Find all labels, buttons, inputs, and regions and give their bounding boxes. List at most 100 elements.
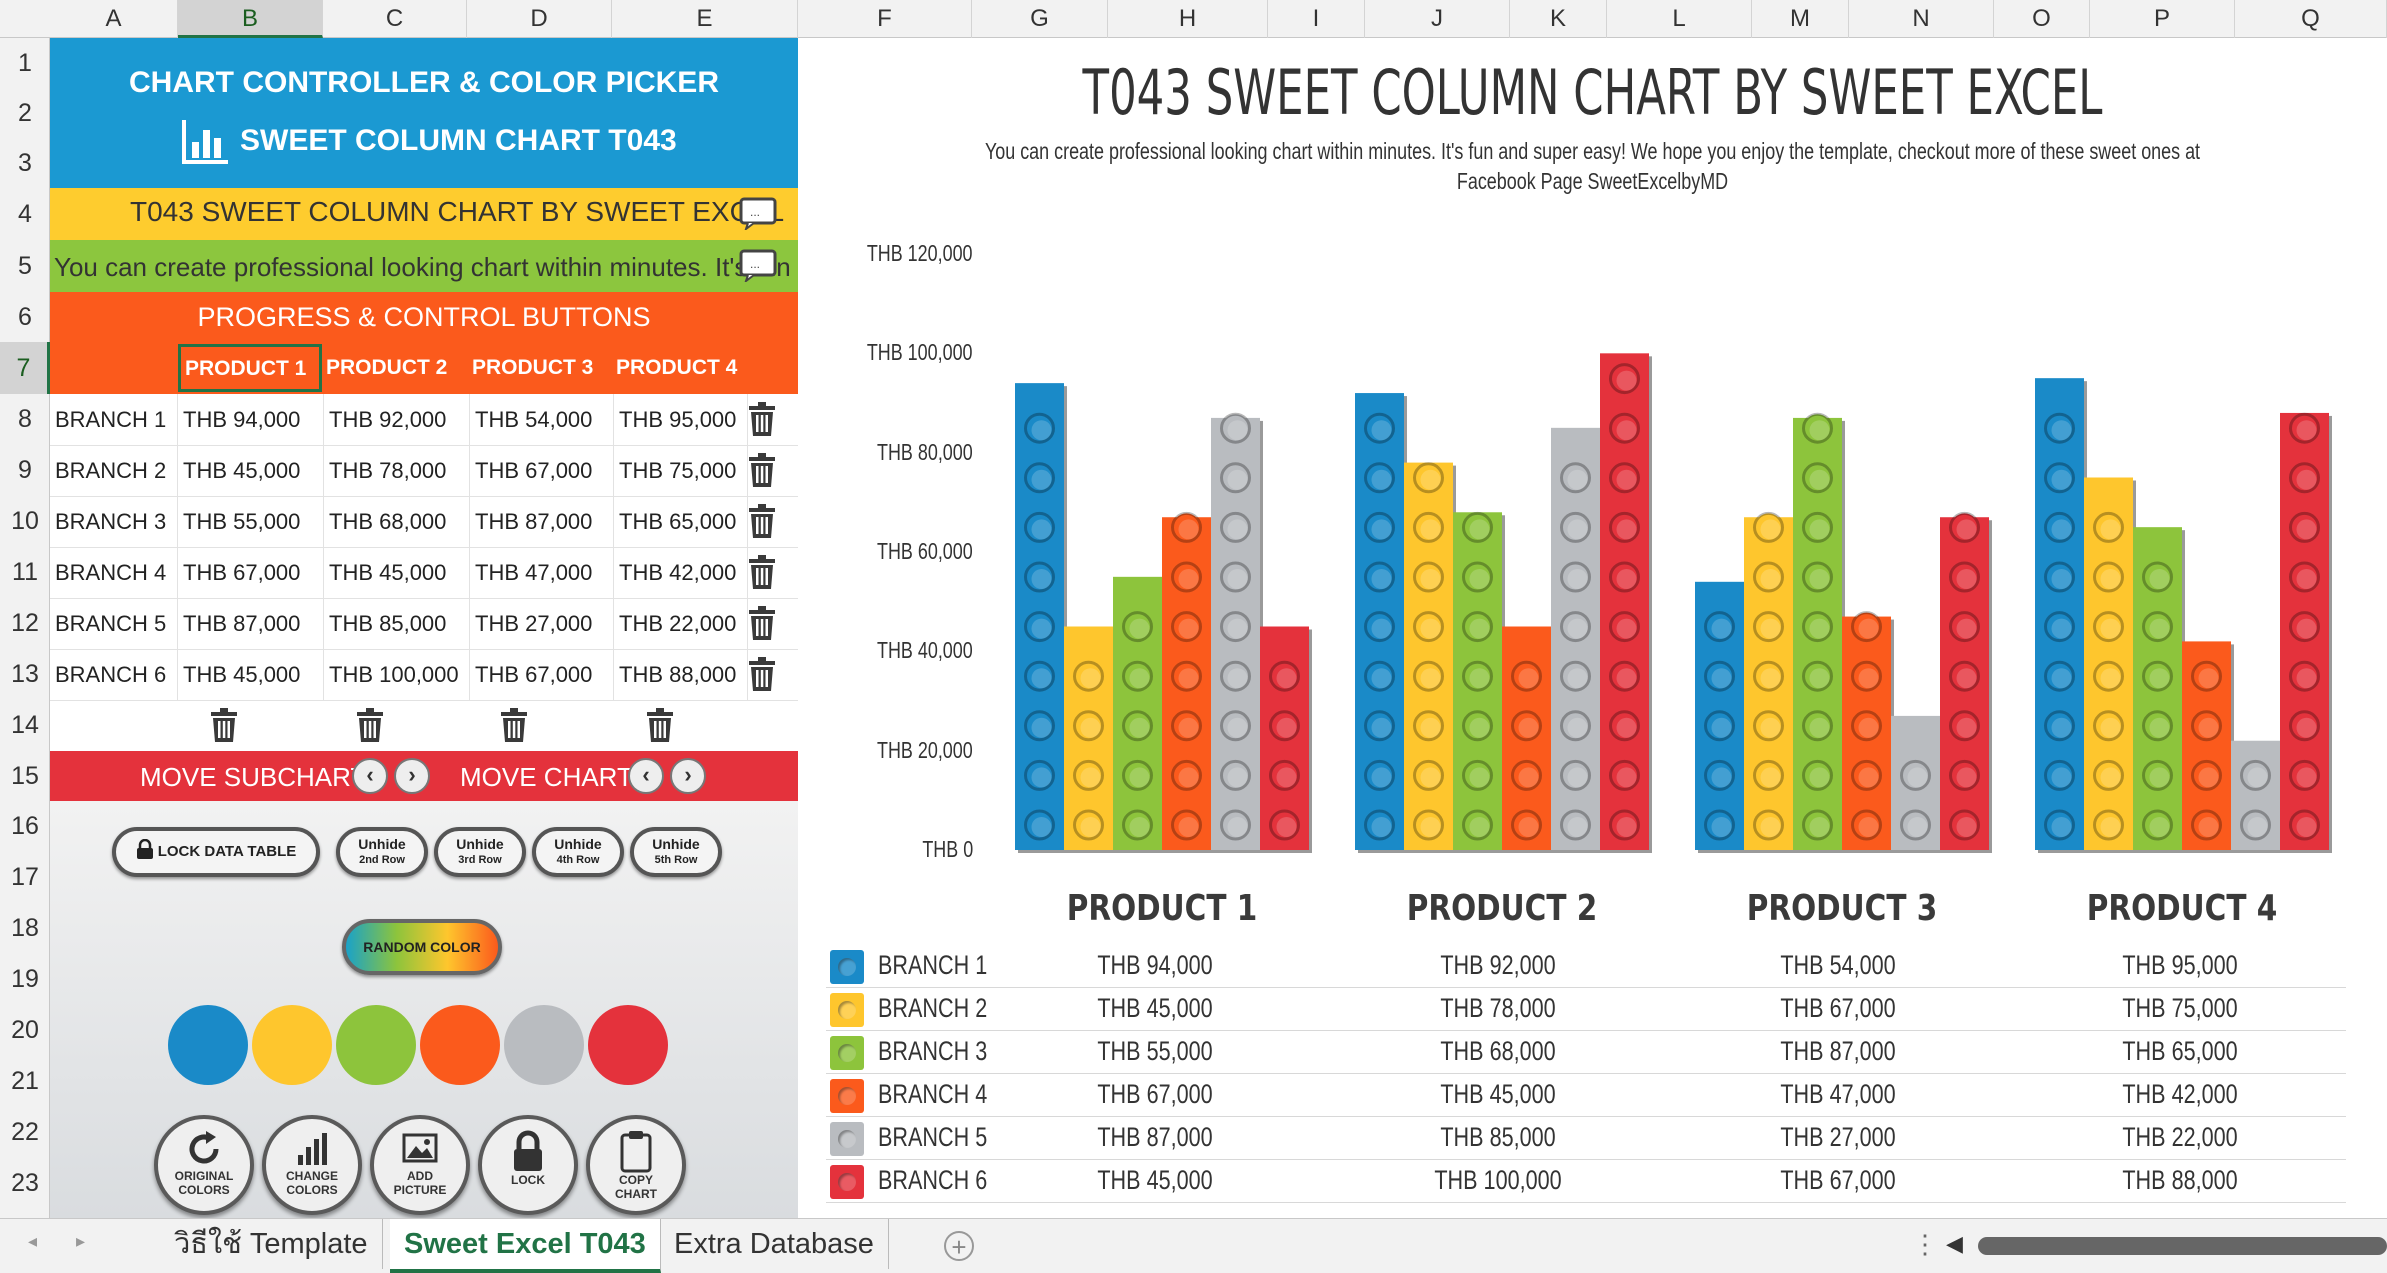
row-header-22[interactable]: 22	[11, 1118, 39, 1146]
bar-branch-6-product-2[interactable]	[1600, 353, 1652, 853]
column-header-B[interactable]: B	[178, 0, 323, 38]
delete-row-icon[interactable]	[748, 657, 776, 691]
delete-row-icon[interactable]	[748, 453, 776, 487]
value-cell[interactable]: THB 78,000	[324, 445, 470, 496]
row-header-13[interactable]: 13	[11, 660, 39, 688]
value-cell[interactable]: THB 67,000	[470, 649, 614, 700]
row-header-9[interactable]: 9	[18, 456, 32, 484]
row-header-14[interactable]: 14	[11, 711, 39, 739]
value-cell[interactable]: THB 54,000	[470, 394, 614, 445]
color-swatch[interactable]	[336, 1005, 416, 1085]
row-header-8[interactable]: 8	[18, 405, 32, 433]
branch-name-cell[interactable]: BRANCH 5	[50, 598, 178, 649]
column-header-E[interactable]: E	[612, 0, 798, 38]
action-button[interactable]: CHANGE COLORS	[262, 1115, 362, 1215]
bar-branch-5-product-3[interactable]	[1891, 715, 1943, 853]
color-swatch[interactable]	[420, 1005, 500, 1085]
bar-branch-1-product-1[interactable]	[1015, 383, 1067, 853]
value-cell[interactable]: THB 92,000	[324, 394, 470, 445]
column-header-C[interactable]: C	[323, 0, 467, 38]
action-button[interactable]: LOCK	[478, 1115, 578, 1215]
edit-comment-icon[interactable]: ...	[738, 196, 778, 232]
action-button[interactable]: ORIGINAL COLORS	[154, 1115, 254, 1215]
branch-name-cell[interactable]: BRANCH 2	[50, 445, 178, 496]
row-header-17[interactable]: 17	[11, 863, 39, 891]
value-cell[interactable]: THB 67,000	[178, 547, 324, 598]
bar-branch-1-product-4[interactable]	[2035, 378, 2087, 853]
value-cell[interactable]: THB 45,000	[324, 547, 470, 598]
horizontal-scroll-left-icon[interactable]: ◀	[1946, 1231, 1963, 1256]
bar-branch-6-product-1[interactable]	[1260, 626, 1312, 854]
move-subchart-left-button[interactable]: ‹	[352, 758, 388, 794]
bar-branch-3-product-4[interactable]	[2133, 527, 2185, 853]
row-header-21[interactable]: 21	[11, 1067, 39, 1095]
color-swatch[interactable]	[588, 1005, 668, 1085]
move-chart-left-button[interactable]: ‹	[628, 758, 664, 794]
color-swatch[interactable]	[168, 1005, 248, 1085]
row-header-15[interactable]: 15	[11, 762, 39, 790]
action-button[interactable]: ADD PICTURE	[370, 1115, 470, 1215]
value-cell[interactable]: THB 87,000	[470, 496, 614, 547]
row-header-6[interactable]: 6	[18, 303, 32, 331]
value-cell[interactable]: THB 45,000	[178, 445, 324, 496]
column-header-F[interactable]: F	[798, 0, 972, 38]
unhide-row-button[interactable]: Unhide 2nd Row	[336, 827, 428, 877]
edit-comment-icon[interactable]: ...	[738, 248, 778, 284]
branch-name-cell[interactable]: BRANCH 3	[50, 496, 178, 547]
table-header-product-4[interactable]: PRODUCT 4	[616, 356, 738, 379]
bar-branch-4-product-4[interactable]	[2182, 641, 2234, 853]
delete-row-icon[interactable]	[748, 504, 776, 538]
value-cell[interactable]: THB 85,000	[324, 598, 470, 649]
row-header-16[interactable]: 16	[11, 812, 39, 840]
value-cell[interactable]: THB 22,000	[614, 598, 748, 649]
tab-sweet-excel-t043[interactable]: Sweet Excel T043	[390, 1219, 661, 1273]
unhide-row-button[interactable]: Unhide 4th Row	[532, 827, 624, 877]
unhide-row-button[interactable]: Unhide 5th Row	[630, 827, 722, 877]
column-header-O[interactable]: O	[1994, 0, 2090, 38]
delete-column-icon[interactable]	[500, 708, 528, 742]
table-header-product-2[interactable]: PRODUCT 2	[326, 356, 448, 379]
value-cell[interactable]: THB 95,000	[614, 394, 748, 445]
bar-branch-6-product-3[interactable]	[1940, 511, 1992, 853]
bar-branch-2-product-4[interactable]	[2084, 477, 2136, 854]
color-swatch[interactable]	[252, 1005, 332, 1085]
scroll-right-icon[interactable]: ▸	[76, 1231, 86, 1251]
add-sheet-icon[interactable]: +	[944, 1231, 974, 1261]
column-header-J[interactable]: J	[1365, 0, 1510, 38]
value-cell[interactable]: THB 67,000	[470, 445, 614, 496]
column-header-M[interactable]: M	[1752, 0, 1849, 38]
delete-column-icon[interactable]	[646, 708, 674, 742]
table-header-product-1[interactable]: PRODUCT 1	[178, 344, 322, 392]
bar-branch-2-product-2[interactable]	[1404, 462, 1456, 853]
column-header-L[interactable]: L	[1607, 0, 1752, 38]
value-cell[interactable]: THB 68,000	[324, 496, 470, 547]
row-header-18[interactable]: 18	[11, 914, 39, 942]
column-header-P[interactable]: P	[2090, 0, 2235, 38]
branch-name-cell[interactable]: BRANCH 1	[50, 394, 178, 445]
scroll-left-icon[interactable]: ◂	[28, 1231, 38, 1251]
chart-area[interactable]: T043 SWEET COLUMN CHART BY SWEET EXCEL Y…	[798, 38, 2387, 1218]
value-cell[interactable]: THB 87,000	[178, 598, 324, 649]
row-header-1[interactable]: 1	[18, 49, 32, 77]
chart-title-input[interactable]: T043 SWEET COLUMN CHART BY SWEET EXCEL .…	[50, 188, 798, 240]
value-cell[interactable]: THB 75,000	[614, 445, 748, 496]
branch-name-cell[interactable]: BRANCH 4	[50, 547, 178, 598]
row-header-20[interactable]: 20	[11, 1016, 39, 1044]
horizontal-scrollbar[interactable]	[1978, 1237, 2387, 1255]
delete-row-icon[interactable]	[748, 402, 776, 436]
column-header-I[interactable]: I	[1268, 0, 1365, 38]
move-chart-right-button[interactable]: ›	[670, 758, 706, 794]
row-header-7[interactable]: 7	[0, 342, 50, 394]
bar-branch-3-product-1[interactable]	[1113, 576, 1165, 853]
bar-branch-5-product-1[interactable]	[1211, 412, 1263, 853]
value-cell[interactable]: THB 65,000	[614, 496, 748, 547]
bar-branch-3-product-3[interactable]	[1793, 412, 1845, 853]
bar-branch-2-product-3[interactable]	[1744, 511, 1796, 853]
value-cell[interactable]: THB 94,000	[178, 394, 324, 445]
branch-name-cell[interactable]: BRANCH 6	[50, 649, 178, 700]
value-cell[interactable]: THB 27,000	[470, 598, 614, 649]
bar-branch-6-product-4[interactable]	[2280, 412, 2332, 853]
delete-column-icon[interactable]	[210, 708, 238, 742]
row-header-12[interactable]: 12	[11, 609, 39, 637]
column-header-K[interactable]: K	[1510, 0, 1607, 38]
